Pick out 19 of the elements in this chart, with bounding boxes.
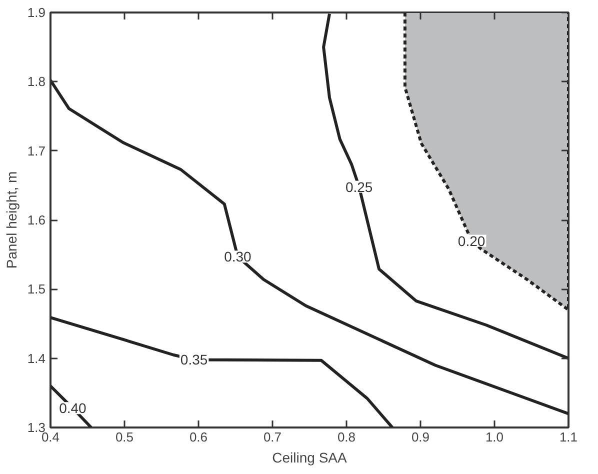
line-series bbox=[322, 12, 568, 360]
x-tick-label: 1.1 bbox=[559, 430, 578, 444]
y-tick-label: 1.5 bbox=[27, 282, 46, 297]
series-label: 0.20 bbox=[458, 232, 486, 249]
line-series bbox=[50, 316, 394, 428]
y-tick-label: 1.4 bbox=[27, 350, 46, 366]
y-tick-label: 1.7 bbox=[27, 143, 46, 158]
x-axis-title: Ceiling SAA bbox=[272, 450, 348, 466]
y-tick-label: 1.6 bbox=[27, 212, 46, 228]
line-series bbox=[50, 78, 568, 416]
x-tick-label: 0.6 bbox=[189, 430, 208, 444]
x-tick-label: 0.7 bbox=[263, 430, 282, 444]
x-tick-label: 0.9 bbox=[411, 430, 430, 444]
y-axis-title: Panel height, m bbox=[3, 171, 20, 269]
y-tick-label: 1.8 bbox=[27, 74, 46, 90]
y-tick-label: 1.9 bbox=[27, 5, 46, 20]
x-tick-label: 0.8 bbox=[337, 430, 356, 444]
x-tick-label: 0.5 bbox=[115, 430, 134, 444]
x-tick-label: 1.0 bbox=[485, 430, 504, 444]
